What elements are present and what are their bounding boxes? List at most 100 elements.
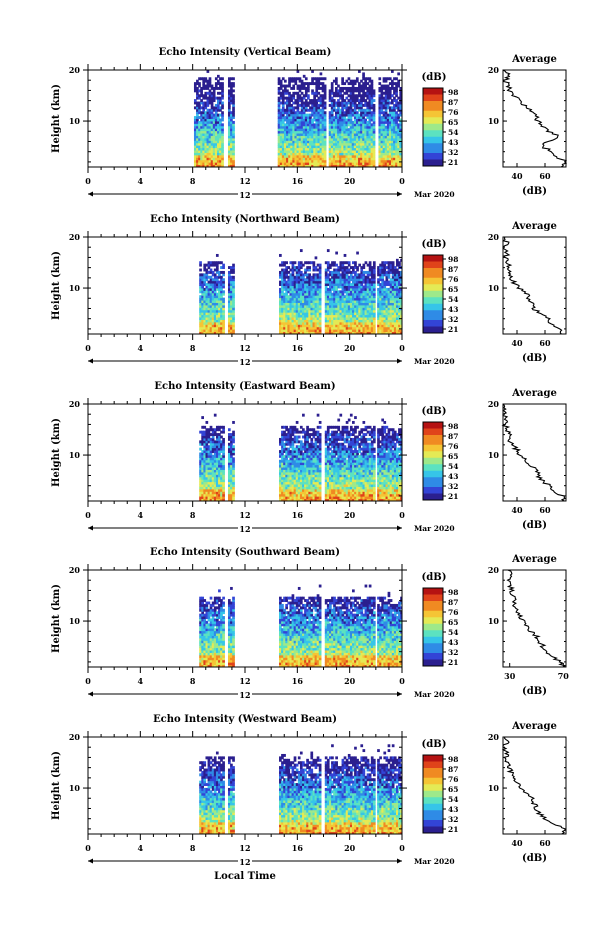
heatmap-cell [307,94,310,97]
colorbar-segment [423,323,443,327]
colorbar-segment [423,143,443,147]
heatmap-cell [344,254,347,257]
y-axis-label: Height (km) [51,84,62,153]
heatmap-cell [201,416,204,419]
colorbar-segment [423,307,443,311]
average-frame [503,237,566,334]
colorbar-segment [423,262,443,266]
day-line-arrow-right [397,359,402,364]
x-tick-label: 20 [344,176,356,186]
heatmap-cell [214,414,217,417]
day-line-arrow-left [88,192,93,197]
day-label: 12 [239,190,250,200]
colorbar-segment [423,101,443,105]
heatmap-cell [222,271,225,274]
colorbar-tick-label: 65 [448,118,458,127]
average-profile-line [503,237,562,334]
colorbar-tick-label: 76 [448,108,458,117]
average-y-tick-label: 10 [488,116,500,126]
colorbar-segment [423,275,443,279]
colorbar-segment [423,284,443,288]
colorbar-segment [423,117,443,121]
heatmap-cell [392,261,395,264]
heatmap-cells [199,249,403,334]
colorbar-segment [423,304,443,308]
heatmap-cell [199,269,202,272]
heatmap-cell [198,82,201,85]
colorbar-tick-label: 21 [448,325,458,334]
colorbar-segment [423,317,443,321]
heatmap-cell [221,77,224,80]
panel-3: Echo Intensity (Eastward Beam)Height (km… [51,381,566,537]
heatmap-cell [232,82,235,85]
colorbar-segment [423,294,443,298]
colorbar-segment [423,150,443,154]
colorbar-segment [423,297,443,301]
chart-title: Echo Intensity (Northward Beam) [150,214,340,225]
colorbar-segment [423,258,443,262]
colorbar-tick-label: 32 [448,315,458,324]
heatmap-cell [369,261,372,264]
heatmap-cell [315,256,318,259]
x-tick-label: 16 [292,176,304,186]
colorbar-segment [423,121,443,125]
colorbar-segment [423,278,443,282]
heatmap-cell [284,80,287,83]
y-tick-label: 10 [69,116,81,126]
date-label: Mar 2020 [414,357,455,366]
colorbar-tick-label: 32 [448,148,458,157]
colorbar-segment [423,98,443,102]
x-tick-label: 0 [399,176,405,186]
colorbar-segment [423,265,443,269]
heatmap-cell [199,261,202,264]
date-label: Mar 2020 [414,190,455,199]
panel-1: Echo Intensity (Vertical Beam) Height (km… [51,47,566,203]
x-tick-label: 8 [190,343,196,353]
colorbar-segment [423,281,443,285]
colorbar-segment [423,91,443,95]
heatmap-cell [285,261,288,264]
x-tick-label: 12 [239,343,250,353]
colorbar-segment [423,314,443,318]
panel-2: Echo Intensity (Northward Beam) Height (k… [51,214,566,370]
heatmap-cell [222,290,225,293]
heatmap-cell [221,123,224,126]
chart-title: Echo Intensity (Eastward Beam) [154,381,335,392]
heatmap-cell [232,89,235,92]
heatmap-cell [232,121,235,124]
x-tick-label: 12 [239,176,250,186]
y-tick-label: 10 [69,283,81,293]
colorbar-segment [423,255,443,259]
average-y-tick-label: 20 [488,65,500,75]
heatmap-cell [232,276,235,279]
colorbar-segment [423,111,443,115]
heatmap-cell [216,254,219,257]
colorbar-segment [423,137,443,141]
colorbar-segment [423,156,443,160]
heatmap-cell [222,264,225,267]
colorbar-tick-label: 98 [448,255,458,264]
colorbar-segment [423,301,443,305]
heatmap-cell [313,261,316,264]
y-axis-label: Height (km) [51,251,62,320]
colorbar-segment [423,124,443,128]
colorbar-segment [423,268,443,272]
heatmap-cell [209,77,212,80]
colorbar-segment [423,88,443,92]
day-line-arrow-right [397,192,402,197]
x-tick-label: 16 [292,343,304,353]
average-y-tick-label: 10 [488,283,500,293]
colorbar-segment [423,153,443,157]
colorbar-segment [423,140,443,144]
colorbar-tick-label: 76 [448,275,458,284]
colorbar-segment [423,291,443,295]
heatmap-cell [279,254,282,257]
heatmap-cell [222,298,225,301]
heatmap-cell [356,77,359,80]
heatmap-cell [300,249,303,252]
heatmap-cell [320,72,323,75]
chart-title: Echo Intensity (Vertical Beam) [159,47,332,58]
colorbar-segment [423,271,443,275]
colorbar-segment [423,310,443,314]
